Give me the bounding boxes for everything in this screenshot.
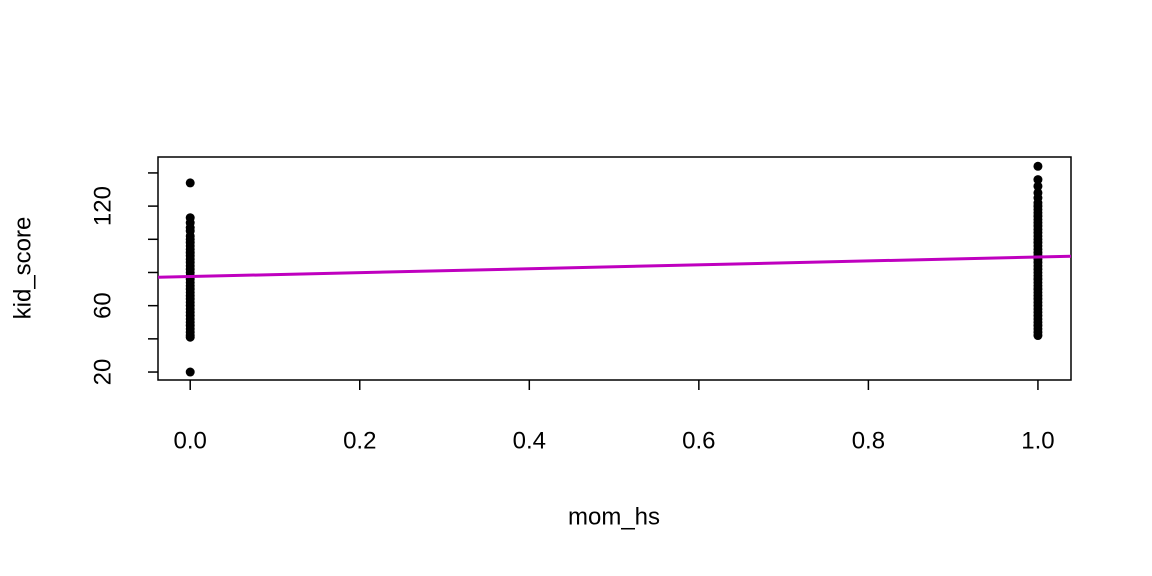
point — [185, 332, 195, 342]
point — [185, 367, 195, 377]
point — [1033, 175, 1043, 185]
plot-box — [157, 156, 1072, 381]
x-axis-label: mom_hs — [568, 503, 660, 530]
fit-clip — [158, 254, 1071, 279]
point — [185, 178, 195, 188]
fit-line — [158, 254, 1071, 279]
x-tick-label: 0.0 — [174, 427, 207, 454]
x-tick-label: 0.8 — [852, 427, 885, 454]
y-tick-label: 20 — [89, 359, 116, 386]
y-axis-label: kid_score — [9, 217, 36, 320]
x-tick-label: 0.6 — [682, 427, 715, 454]
point — [1033, 331, 1043, 341]
point — [1033, 181, 1043, 191]
point — [1033, 161, 1043, 171]
x-tick-label: 1.0 — [1021, 427, 1054, 454]
x-tick-label: 0.2 — [343, 427, 376, 454]
y-tick-label: 120 — [89, 186, 116, 226]
y-tick-label: 60 — [89, 292, 116, 319]
x-tick-label: 0.4 — [513, 427, 546, 454]
